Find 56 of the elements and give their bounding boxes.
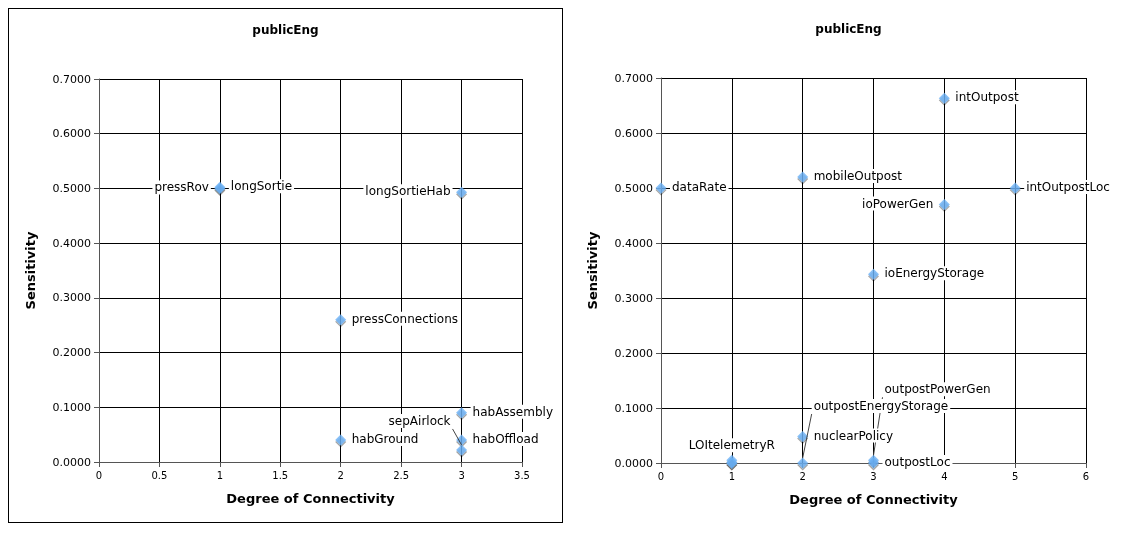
- x-tick-label: 1: [728, 470, 736, 482]
- y-tick-label: 0.1000: [614, 401, 653, 415]
- x-tick-label: 0.5: [151, 469, 168, 481]
- annotation: intOutpostLoc: [1026, 180, 1110, 194]
- x-axis-title: Degree of Connectivity: [789, 492, 959, 507]
- x-tick-label: 0: [657, 470, 665, 482]
- y-tick-label: 0.5000: [614, 181, 653, 195]
- annotation: dataRate: [672, 180, 727, 194]
- annotation: mobileOutpost: [813, 169, 903, 183]
- y-tick-label: 0.5000: [52, 181, 91, 195]
- y-tick-label: 0.6000: [614, 126, 653, 140]
- y-tick-label: 0.2000: [52, 346, 91, 360]
- annotation: LOItelemetryR: [688, 438, 775, 453]
- annotation: habOffload: [472, 432, 539, 447]
- x-tick-label: 1: [216, 469, 224, 481]
- annotation: nuclearPolicy: [813, 428, 894, 443]
- x-tick-label: 5: [1011, 470, 1019, 482]
- annotation: ioPowerGen: [862, 196, 934, 211]
- x-tick-label: 3: [870, 470, 877, 482]
- y-tick-label: 0.4000: [52, 236, 91, 250]
- annotation: longSortieHab: [365, 184, 451, 199]
- x-tick-label: 4: [941, 470, 948, 482]
- annotation: outpostPowerGen: [884, 382, 991, 397]
- y-axis-title: Sensitivity: [585, 231, 600, 310]
- y-tick-label: 0.1000: [52, 400, 91, 414]
- annotation: ioEnergyStorage: [884, 266, 985, 281]
- y-tick-label: 0.0000: [52, 455, 91, 469]
- x-tick-label: 1.5: [272, 469, 289, 481]
- x-axis-title: Degree of Connectivity: [226, 491, 396, 506]
- x-tick-label: 3.5: [514, 469, 530, 481]
- x-tick-label: 2.5: [393, 469, 410, 481]
- x-tick-label: 6: [1082, 470, 1090, 482]
- annotation: longSortie: [230, 179, 293, 194]
- annotation: habAssembly: [472, 404, 553, 419]
- annotation: habGround: [351, 432, 419, 447]
- y-tick-label: 0.2000: [614, 346, 653, 360]
- x-tick-label: 0: [95, 469, 103, 481]
- annotation: pressConnections: [351, 311, 459, 326]
- y-tick-label: 0.3000: [614, 291, 653, 305]
- chart-title: publicEng: [815, 22, 882, 36]
- annotation: intOutpost: [955, 90, 1019, 105]
- x-tick-label: 3: [458, 469, 465, 481]
- y-tick-label: 0.7000: [614, 71, 653, 85]
- annotation: outpostEnergyStorage: [813, 399, 949, 413]
- y-tick-label: 0.0000: [614, 456, 653, 470]
- chart-title: publicEng: [252, 23, 319, 37]
- y-tick-label: 0.4000: [614, 236, 653, 250]
- y-tick-label: 0.7000: [52, 72, 91, 86]
- annotation: sepAirlock: [388, 413, 451, 428]
- x-tick-label: 2: [799, 470, 806, 482]
- x-tick-label: 2: [337, 469, 344, 481]
- y-tick-label: 0.6000: [52, 127, 91, 141]
- annotation: outpostLoc: [884, 455, 951, 469]
- annotation: pressRov: [154, 180, 209, 195]
- y-axis-title: Sensitivity: [23, 231, 38, 310]
- y-tick-label: 0.3000: [52, 291, 91, 305]
